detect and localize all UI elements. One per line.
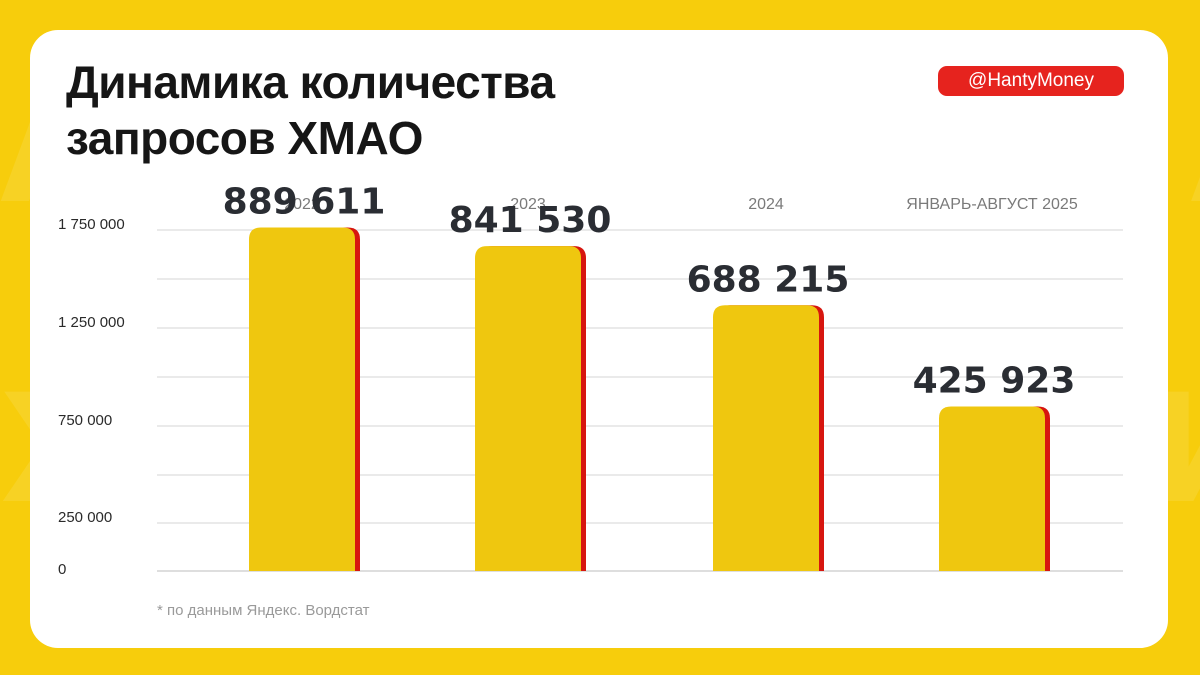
y-tick-label: 1 250 000 <box>58 314 125 331</box>
category-label: ЯНВАРЬ-АВГУСТ 2025 <box>906 196 1078 213</box>
bar <box>939 406 1045 571</box>
category-label: 2022 <box>284 196 320 213</box>
brand-badge: @HantyMoney <box>938 66 1124 96</box>
category-label: 2024 <box>748 196 784 213</box>
bar <box>249 227 355 572</box>
category-label: 2023 <box>510 196 546 213</box>
source-footnote: * по данным Яндекс. Вордстат <box>157 602 370 619</box>
y-tick-label: 250 000 <box>58 509 112 526</box>
y-tick-label: 0 <box>58 561 66 578</box>
title-line-1: Динамика количества <box>66 56 555 108</box>
bar-value-label: 425 923 <box>913 361 1076 402</box>
bar <box>475 246 581 571</box>
bar <box>713 305 819 571</box>
chart-card: Динамика количества запросов ХМАО @Hanty… <box>30 30 1168 648</box>
y-tick-label: 1 750 000 <box>58 216 125 233</box>
title-line-2: запросов ХМАО <box>66 112 423 164</box>
bar-chart: 0 250 000 750 000 1 250 000 1 750 000 2022 202… <box>58 182 1123 578</box>
page-title: Динамика количества запросов ХМАО <box>66 54 555 166</box>
bar-value-label: 841 530 <box>449 200 612 241</box>
bar-value-label: 688 215 <box>687 259 850 300</box>
y-tick-label: 750 000 <box>58 412 112 429</box>
bar-value-label: 889 611 <box>223 182 386 223</box>
